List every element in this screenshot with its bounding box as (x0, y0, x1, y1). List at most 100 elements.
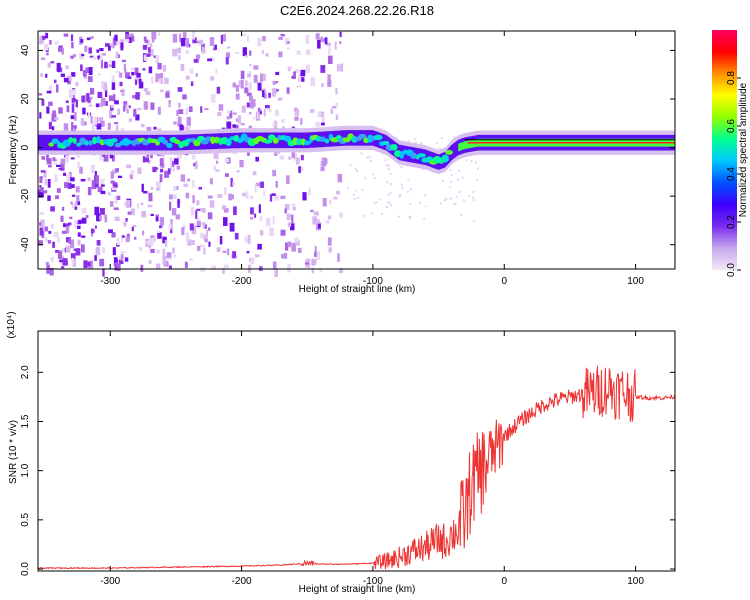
top-y-axis-label: Frequency (Hz) (8, 116, 19, 185)
spectrogram-cell (320, 122, 325, 126)
spectrogram-cell (101, 153, 106, 157)
spectrogram-cell (142, 68, 146, 71)
spectrogram-cell (177, 121, 182, 127)
ridge-cell (390, 143, 398, 151)
spectrogram-cell (83, 94, 86, 103)
spectrogram-cell (291, 203, 296, 208)
spectrogram-cell (176, 153, 182, 160)
spectrogram-cell (157, 106, 161, 115)
spectrogram-cell (390, 204, 393, 207)
spectrogram-cell (77, 239, 81, 246)
spectrogram-cell (70, 115, 76, 120)
spectrogram-cell (215, 68, 218, 74)
spectrogram-cell (111, 60, 116, 69)
spectrogram-cell (146, 39, 151, 46)
spectrogram-cell (176, 47, 182, 54)
spectrogram-cell (70, 201, 73, 205)
spectrogram-cell (235, 93, 240, 100)
spectrogram-cell (99, 258, 105, 267)
spectrogram-cell (96, 123, 102, 130)
spectrogram-cell (114, 122, 119, 125)
spectrogram-cell (116, 238, 120, 246)
spectrogram-cell (184, 261, 188, 268)
spectrogram-cell (213, 150, 219, 160)
spectrogram-cell (88, 47, 92, 54)
spectrogram-cell (100, 178, 105, 187)
spectrogram-cell (150, 248, 155, 254)
spectrogram-cell (194, 160, 198, 170)
spectrogram-cell (176, 110, 179, 116)
spectrogram-cell (151, 76, 154, 84)
spectrogram-cell (192, 37, 197, 44)
spectrogram-cell (288, 67, 291, 72)
spectrogram-cell (112, 37, 117, 46)
ridge-cell (225, 138, 232, 147)
spectrogram-cell (471, 196, 474, 199)
spectrogram-cell (168, 265, 172, 269)
spectrogram-cell (61, 248, 65, 254)
spectrogram-cell (117, 41, 121, 45)
spectrogram-cell (126, 33, 132, 38)
spectrogram-cell (321, 38, 326, 43)
spectrogram-cell (250, 99, 256, 107)
spectrogram-cell (281, 254, 286, 259)
spectrogram-cell (173, 254, 177, 258)
spectrogram-cell (423, 217, 426, 220)
spectrogram-cell (162, 152, 165, 158)
spectrogram-cell (159, 72, 164, 79)
spectrogram-cell (127, 211, 132, 215)
spectrogram-cell (286, 175, 290, 184)
spectrogram-cell (470, 160, 473, 163)
spectrogram-cell (113, 183, 118, 188)
spectrogram-cell (44, 43, 49, 51)
spectrogram-cell (77, 201, 81, 206)
spectrogram-cell (228, 193, 233, 201)
spectrogram-cell (44, 226, 49, 232)
spectrogram-cell (162, 65, 167, 72)
top-y-tick-label: 40 (20, 44, 31, 56)
spectrogram-cell (319, 268, 323, 273)
spectrogram-cell (157, 232, 162, 239)
spectrogram-cell (408, 215, 411, 218)
spectrogram-cell (387, 164, 390, 167)
spectrogram-cell (178, 109, 184, 115)
spectrogram-cell (160, 76, 163, 84)
ridge-cell (114, 142, 122, 148)
spectrogram-cell (57, 236, 60, 243)
spectrogram-cell (215, 169, 220, 172)
spectrogram-cell (185, 107, 189, 116)
spectrogram-cell (335, 190, 341, 195)
spectrogram-cell (320, 65, 326, 73)
spectrogram-cell (77, 161, 80, 168)
spectrogram-cell (113, 93, 116, 102)
spectrogram-cell (254, 213, 257, 218)
spectrogram-cell (164, 77, 169, 85)
spectrogram-cell (71, 42, 74, 49)
spectrogram-cell (50, 61, 55, 64)
spectrogram-cell (99, 120, 105, 127)
spectrogram-cell (56, 84, 59, 93)
spectrogram-cell (245, 191, 249, 199)
spectrogram-cell (216, 86, 221, 94)
spectrogram-cell (108, 192, 111, 196)
spectrogram-cell (230, 194, 234, 200)
spectrogram-cell (295, 240, 300, 246)
spectrogram-cell (296, 85, 302, 88)
spectrogram-cell (149, 49, 154, 57)
spectrogram-cell (195, 210, 198, 219)
spectrogram-cell (170, 164, 175, 172)
spectrogram-cell (192, 31, 196, 40)
spectrogram-cell (45, 261, 50, 266)
spectrogram-cell (287, 263, 291, 273)
spectrogram-cell (150, 102, 155, 110)
bottom-x-tick-label: -200 (232, 576, 252, 587)
spectrogram-cell (400, 166, 403, 169)
spectrogram-cell (265, 104, 270, 109)
spectrogram-cell (82, 121, 87, 126)
spectrogram-cell (135, 79, 138, 86)
spectrogram-cell (157, 31, 161, 37)
spectrogram-cell (51, 126, 55, 131)
bottom-x-axis-label: Height of straight line (km) (299, 584, 416, 595)
spectrogram-cell (246, 92, 252, 96)
spectrogram-cell (128, 118, 132, 123)
